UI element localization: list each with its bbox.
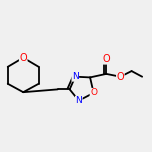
Text: O: O	[19, 53, 27, 63]
Text: N: N	[72, 72, 79, 81]
Text: O: O	[90, 88, 97, 97]
Text: O: O	[117, 72, 124, 82]
Text: N: N	[75, 96, 82, 105]
Text: O: O	[102, 54, 110, 64]
